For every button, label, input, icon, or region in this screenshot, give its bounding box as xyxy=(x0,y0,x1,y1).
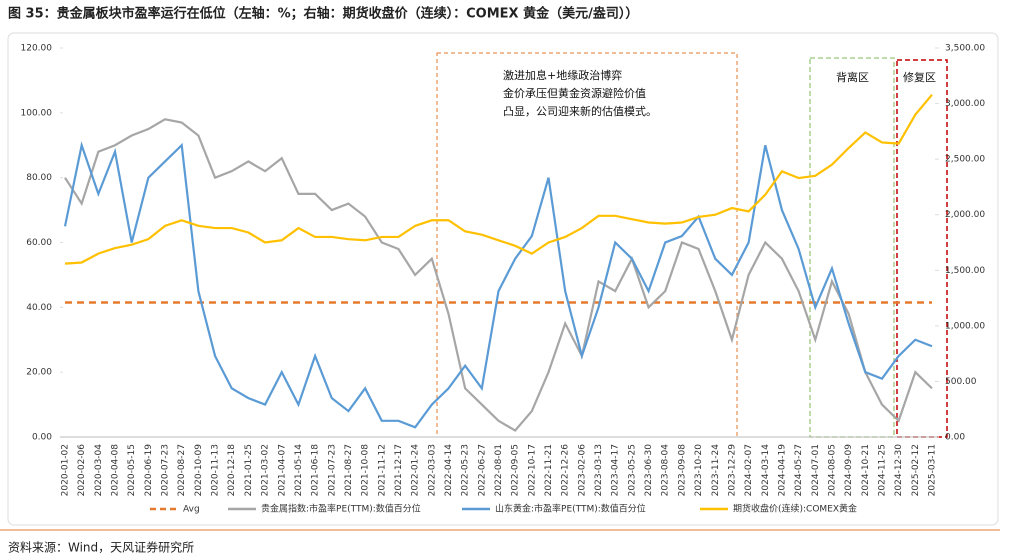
zone-label: 修复区 xyxy=(903,70,936,84)
annotation-text: 激进加息+地缘政治博弈 xyxy=(503,68,622,82)
x-tick-label: 2024-09-09 xyxy=(844,444,854,497)
x-tick-label: 2022-11-21 xyxy=(544,444,554,496)
x-tick-label: 2020-03-04 xyxy=(94,444,104,497)
x-tick-label: 2023-03-13 xyxy=(594,444,604,496)
y2-tick-label: 1,500.00 xyxy=(945,266,985,276)
x-tick-label: 2020-04-08 xyxy=(111,444,121,497)
source: 资料来源：Wind，天风证券研究所 xyxy=(8,540,194,555)
x-tick-label: 2020-02-06 xyxy=(77,444,87,497)
x-tick-label: 2023-02-06 xyxy=(577,444,587,497)
x-tick-label: 2022-10-17 xyxy=(527,444,537,496)
x-tick-label: 2021-04-07 xyxy=(277,444,287,496)
x-tick-label: 2022-08-01 xyxy=(494,444,504,496)
x-tick-label: 2024-10-21 xyxy=(861,444,871,496)
x-tick-label: 2023-09-08 xyxy=(677,444,687,497)
x-tick-label: 2020-06-19 xyxy=(144,444,154,497)
x-tick-label: 2020-08-27 xyxy=(177,444,187,496)
annotation-text: 金价承压但黄金资源避险价值 xyxy=(503,86,646,100)
annotation-text: 凸显，公司迎来新的估值模式。 xyxy=(503,104,657,118)
y2-tick-label: 500.00 xyxy=(945,377,977,387)
y-tick-label: 120.00 xyxy=(21,44,53,54)
x-tick-label: 2020-12-18 xyxy=(227,444,237,497)
x-tick-label: 2025-02-12 xyxy=(911,444,921,496)
x-tick-label: 2021-07-23 xyxy=(327,444,337,496)
x-tick-label: 2024-07-01 xyxy=(811,444,821,496)
x-tick-label: 2024-08-05 xyxy=(827,444,837,496)
x-tick-label: 2023-04-17 xyxy=(611,444,621,496)
x-tick-label: 2022-03-03 xyxy=(427,444,437,496)
x-tick-label: 2021-05-14 xyxy=(294,444,304,497)
x-tick-label: 2022-04-14 xyxy=(444,444,454,497)
zone-label: 背离区 xyxy=(836,70,869,84)
x-tick-label: 2020-05-15 xyxy=(127,444,137,496)
series-line xyxy=(64,93,933,265)
x-tick-label: 2022-09-05 xyxy=(511,444,521,496)
x-tick-label: 2023-10-20 xyxy=(694,444,704,497)
series-line xyxy=(63,141,933,429)
y-tick-label: 40.00 xyxy=(26,303,52,313)
x-tick-label: 2020-07-23 xyxy=(161,444,171,496)
y-tick-label: 60.00 xyxy=(26,238,52,248)
y-tick-label: 0.00 xyxy=(32,433,52,443)
y2-tick-label: 0.00 xyxy=(945,433,965,443)
chart-frame xyxy=(7,32,999,526)
x-tick-label: 2022-05-23 xyxy=(461,444,471,496)
x-tick-label: 2024-03-14 xyxy=(761,444,771,497)
x-tick-label: 2023-05-25 xyxy=(627,444,637,496)
y2-tick-label: 2,500.00 xyxy=(945,155,985,165)
series-line xyxy=(64,118,933,432)
x-tick-label: 2021-01-25 xyxy=(244,444,254,496)
legend-label: 期货收盘价(连续):COMEX黄金 xyxy=(733,503,857,515)
x-tick-label: 2021-10-08 xyxy=(361,444,371,497)
x-tick-label: 2022-01-24 xyxy=(411,444,421,497)
x-tick-label: 2025-03-11 xyxy=(928,444,938,496)
x-tick-label: 2023-06-30 xyxy=(644,444,654,497)
divergence-box xyxy=(809,57,895,438)
x-tick-label: 2024-05-27 xyxy=(794,444,804,496)
y2-tick-label: 3,000.00 xyxy=(945,99,985,109)
legend-label: Avg xyxy=(183,505,200,515)
repair-box xyxy=(896,59,948,438)
x-tick-label: 2020-01-02 xyxy=(61,444,71,496)
x-tick-label: 2020-11-13 xyxy=(211,444,221,496)
y-tick-label: 20.00 xyxy=(26,368,52,378)
y2-tick-label: 1,000.00 xyxy=(945,321,985,331)
y2-tick-label: 2,000.00 xyxy=(945,210,985,220)
x-tick-label: 2023-11-24 xyxy=(711,444,721,497)
x-tick-label: 2023-08-04 xyxy=(661,444,671,497)
x-tick-label: 2021-03-02 xyxy=(261,444,271,496)
x-tick-label: 2020-10-09 xyxy=(194,444,204,497)
x-tick-label: 2024-12-30 xyxy=(894,444,904,497)
x-tick-label: 2021-08-27 xyxy=(344,444,354,496)
x-tick-label: 2024-11-25 xyxy=(877,444,887,496)
x-tick-label: 2023-12-29 xyxy=(727,444,737,497)
y-tick-label: 80.00 xyxy=(26,173,52,183)
legend-label: 贵金属指数:市盈率PE(TTM):数值百分位 xyxy=(261,503,421,515)
x-tick-label: 2022-06-27 xyxy=(477,444,487,496)
y-tick-label: 100.00 xyxy=(21,108,53,118)
x-tick-label: 2021-06-18 xyxy=(311,444,321,497)
x-tick-label: 2021-12-17 xyxy=(394,444,404,496)
x-tick-label: 2024-02-07 xyxy=(744,444,754,496)
x-tick-label: 2021-11-12 xyxy=(377,444,387,496)
chart-title: 图 35：贵金属板块市盈率运行在低位（左轴：%；右轴：期货收盘价（连续）：COM… xyxy=(8,6,638,22)
legend-label: 山东黄金:市盈率PE(TTM):数值百分位 xyxy=(495,503,646,515)
x-tick-label: 2024-04-19 xyxy=(777,444,787,497)
x-tick-label: 2022-12-26 xyxy=(561,444,571,497)
y2-tick-label: 3,500.00 xyxy=(945,44,985,54)
